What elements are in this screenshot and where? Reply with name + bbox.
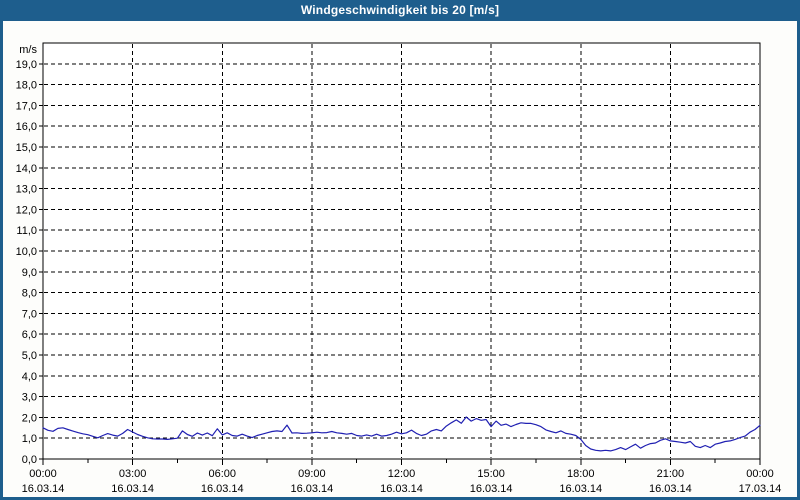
x-tick-date: 16.03.14 [470, 483, 513, 495]
y-tick-label: 17,0 [16, 100, 37, 112]
x-tick-time: 06:00 [208, 468, 236, 480]
x-tick-time: 18:00 [567, 468, 595, 480]
x-tick-time: 12:00 [388, 468, 416, 480]
y-tick-label: 3,0 [22, 392, 37, 404]
x-tick-time: 00:00 [746, 468, 774, 480]
x-tick-date: 16.03.14 [22, 483, 65, 495]
x-tick-date: 16.03.14 [290, 483, 333, 495]
y-tick-label: 10,0 [16, 246, 37, 258]
x-tick-date: 17.03.14 [739, 483, 782, 495]
y-axis-unit-label: m/s [19, 44, 37, 56]
y-tick-label: 6,0 [22, 329, 37, 341]
x-tick-time: 03:00 [119, 468, 147, 480]
x-tick-time: 21:00 [657, 468, 685, 480]
y-tick-label: 9,0 [22, 267, 37, 279]
series-line-windgeschwindigkeit [42, 416, 761, 452]
y-tick-label: 12,0 [16, 204, 37, 216]
x-tick-date: 16.03.14 [380, 483, 423, 495]
y-tick-label: 8,0 [22, 288, 37, 300]
y-tick-label: 4,0 [22, 371, 37, 383]
y-tick-label: 1,0 [22, 433, 37, 445]
x-tick-date: 16.03.14 [649, 483, 692, 495]
y-tick-label: 16,0 [16, 121, 37, 133]
axis-labels: 0,0 1,0 2,0 3,0 4,0 5,0 6,0 7,0 8,0 9,0 10,0 11,0 12… [16, 44, 782, 495]
y-tick-label: 19,0 [16, 59, 37, 71]
x-tick-date: 16.03.14 [111, 483, 154, 495]
y-tick-label: 13,0 [16, 184, 37, 196]
y-tick-label: 7,0 [22, 308, 37, 320]
axis-ticks [39, 63, 761, 465]
x-tick-date: 16.03.14 [201, 483, 244, 495]
chart-title-bar: Windgeschwindigkeit bis 20 [m/s] [0, 0, 800, 21]
y-tick-label: 5,0 [22, 350, 37, 362]
y-tick-label: 2,0 [22, 412, 37, 424]
x-tick-date: 16.03.14 [559, 483, 602, 495]
y-tick-label: 11,0 [16, 225, 37, 237]
x-tick-time: 15:00 [477, 468, 505, 480]
chart-title: Windgeschwindigkeit bis 20 [m/s] [300, 3, 500, 17]
y-tick-label: 0,0 [22, 454, 37, 466]
y-tick-label: 18,0 [16, 80, 37, 92]
x-tick-time: 09:00 [298, 468, 326, 480]
gridlines [44, 44, 759, 458]
y-tick-label: 15,0 [16, 142, 37, 154]
x-tick-time: 00:00 [29, 468, 57, 480]
y-tick-label: 14,0 [16, 163, 37, 175]
